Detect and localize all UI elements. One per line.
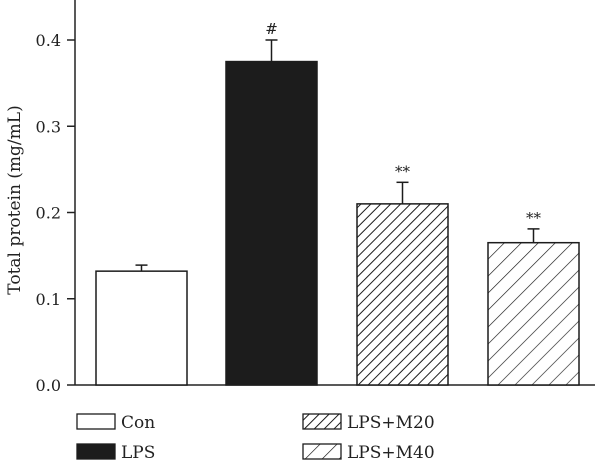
legend-swatch <box>302 413 342 430</box>
y-tick-label: 0.1 <box>36 290 61 309</box>
y-tick-label: 0.2 <box>36 204 61 223</box>
y-ticks: 0.0 0.1 0.2 0.3 0.4 <box>36 31 75 395</box>
y-axis-label: Total protein (mg/mL) <box>5 105 25 294</box>
significance-annotation: ** <box>526 209 542 227</box>
legend: Con LPS LPS+M20 LPS+M40 <box>76 413 435 463</box>
significance-annotation: # <box>265 20 278 38</box>
bar-lps-m20 <box>356 203 449 386</box>
legend-label: Con <box>121 413 155 433</box>
legend-swatch <box>76 443 116 460</box>
legend-label: LPS <box>121 443 155 463</box>
bar-lps-m40 <box>487 241 580 386</box>
y-tick-label: 0.3 <box>36 117 61 136</box>
bar-con <box>95 270 188 386</box>
legend-swatch <box>76 413 116 430</box>
bars: # ** ** <box>95 20 580 386</box>
legend-label: LPS+M20 <box>347 413 435 433</box>
y-tick-label: 0.0 <box>36 376 61 395</box>
legend-label: LPS+M40 <box>347 443 435 463</box>
bar-lps <box>225 60 318 386</box>
significance-annotation: ** <box>395 162 411 180</box>
legend-swatch <box>302 443 342 460</box>
y-tick-label: 0.4 <box>36 31 61 50</box>
